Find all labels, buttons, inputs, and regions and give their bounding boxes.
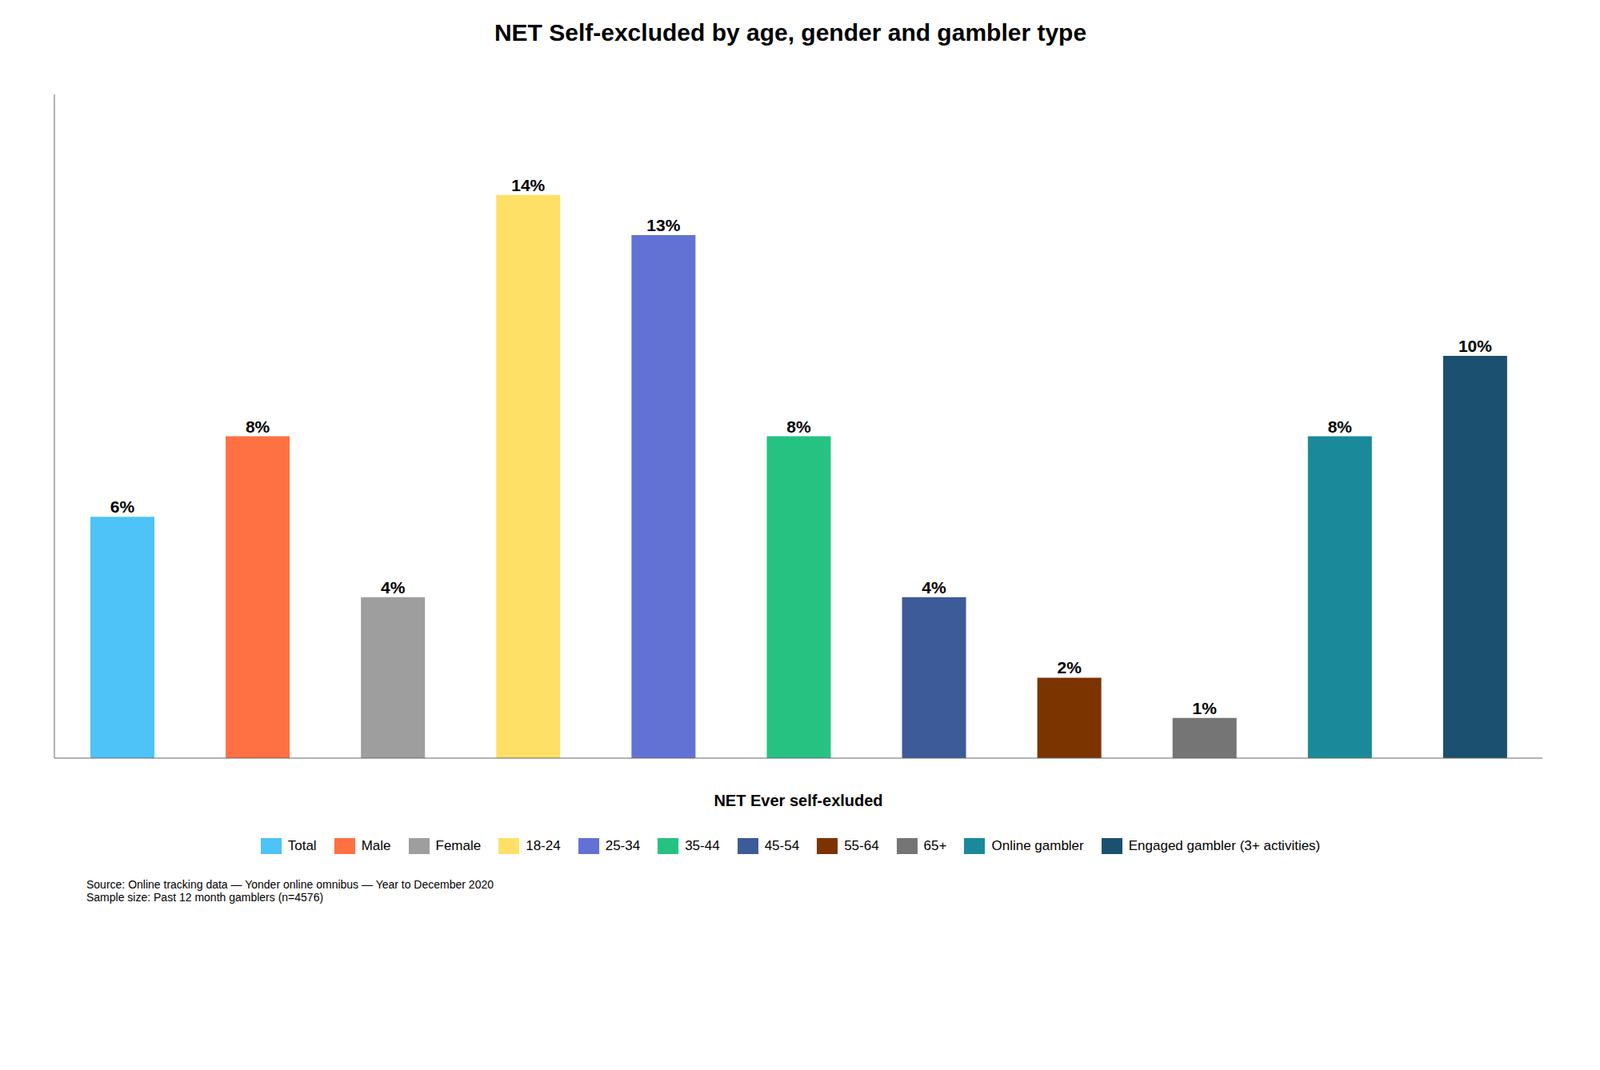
html-text:45-54: 45-54 [764,838,800,854]
html-text:Engaged gambler (3+ activities: Engaged gambler (3+ activities) [1128,838,1321,854]
svg-text:2%: 2% [1056,658,1082,677]
html-text:Sample size: Past 12 month gam: Sample size: Past 12 month gamblers (n=4… [86,891,324,904]
svg-text:4%: 4% [921,578,947,597]
html-text:Source: Online tracking data —: Source: Online tracking data — Yonder on… [86,878,494,892]
html-text:55-64: 55-64 [844,838,879,854]
svg-text:8%: 8% [1328,417,1353,436]
html-text:Total: Total [287,838,317,854]
svg-text:8%: 8% [245,417,271,436]
html-text:25-34: 25-34 [605,838,641,854]
svg-text:10%: 10% [1458,336,1492,356]
svg-text:4%: 4% [380,578,406,597]
html-text:NET Self-excluded by age, gend: NET Self-excluded by age, gender and gam… [494,19,1087,46]
html-text:Female: Female [435,838,481,854]
html-text:Online gambler: Online gambler [991,838,1084,854]
svg-text:1%: 1% [1192,699,1218,718]
html-text:35-44: 35-44 [684,838,720,854]
svg-text:13%: 13% [646,216,680,235]
svg-text:14%: 14% [511,176,545,195]
svg-text:8%: 8% [786,417,812,436]
html-text:18-24: 18-24 [525,838,561,854]
html-text:65+: 65+ [923,838,947,854]
svg-text:6%: 6% [110,497,136,516]
svg-text:NET Ever self-exluded: NET Ever self-exluded [713,792,883,810]
html-text:Male: Male [361,838,391,854]
